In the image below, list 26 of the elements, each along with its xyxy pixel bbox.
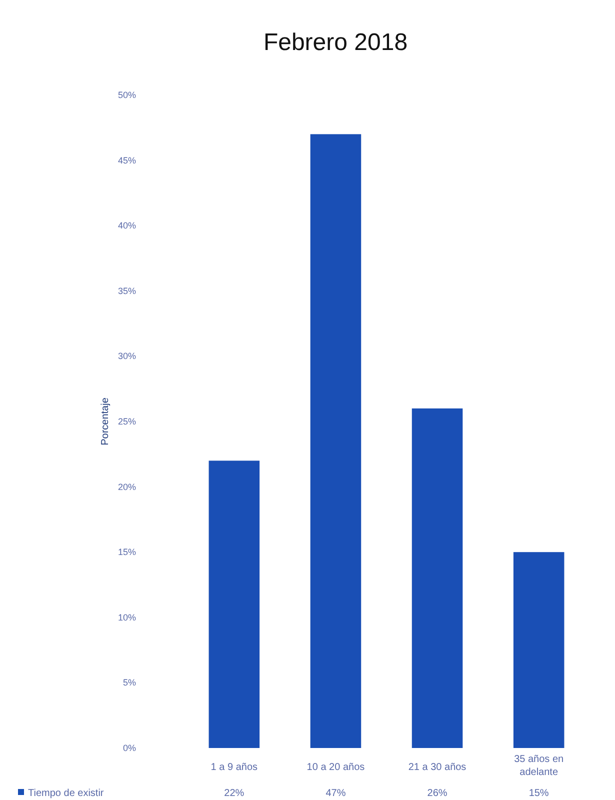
y-axis-title: Porcentaje bbox=[100, 397, 111, 446]
y-tick-label: 5% bbox=[122, 678, 136, 688]
y-tick-label: 45% bbox=[118, 155, 136, 166]
bar bbox=[310, 134, 362, 748]
x-tick-label: 1 a 9 años bbox=[210, 762, 258, 773]
y-tick-label: 10% bbox=[118, 612, 136, 622]
y-tick-label: 20% bbox=[118, 482, 136, 492]
data-label: 26% bbox=[427, 788, 448, 799]
data-label: 15% bbox=[528, 788, 549, 799]
legend-label: Tiempo de existir bbox=[28, 788, 104, 799]
data-label: 47% bbox=[326, 788, 346, 799]
chart-title: Febrero 2018 bbox=[263, 29, 408, 56]
bar bbox=[513, 552, 564, 748]
y-tick-label: 50% bbox=[118, 90, 136, 100]
y-tick-label: 35% bbox=[118, 286, 136, 296]
x-tick-label: 21 a 30 años bbox=[408, 762, 466, 773]
y-tick-label: 25% bbox=[118, 416, 136, 426]
y-tick-label: 0% bbox=[122, 743, 136, 753]
data-label: 22% bbox=[224, 788, 244, 799]
x-tick-label: 35 años en adelante bbox=[514, 754, 564, 778]
x-tick-label: 10 a 20 años bbox=[306, 762, 365, 773]
y-tick-label: 40% bbox=[118, 220, 136, 231]
bar bbox=[208, 460, 260, 748]
bar bbox=[412, 408, 463, 748]
y-tick-label: 30% bbox=[118, 351, 136, 362]
y-tick-label: 15% bbox=[118, 547, 136, 558]
